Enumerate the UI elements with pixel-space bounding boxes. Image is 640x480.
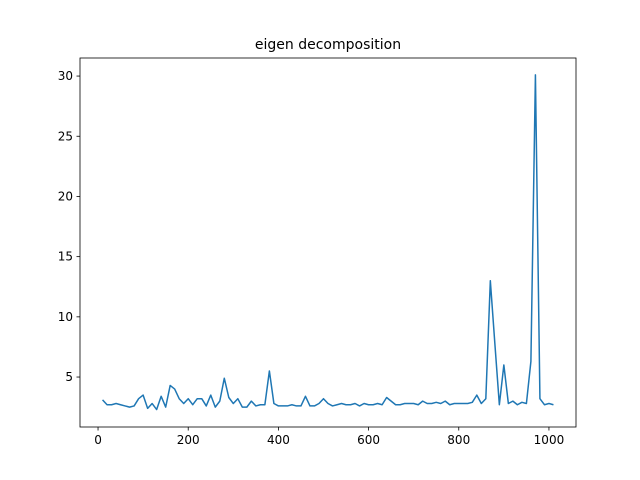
x-tick-label: 0 [94,433,102,447]
y-tick-label: 25 [58,129,73,143]
x-tick-label: 800 [447,433,470,447]
plot-frame [79,57,577,428]
y-tick-label: 15 [58,250,73,264]
y-tick-label: 20 [58,189,73,203]
x-tick-label: 600 [357,433,380,447]
chart-title: eigen decomposition [255,37,401,53]
x-tick-label: 200 [177,433,200,447]
y-tick-label: 10 [58,310,73,324]
x-tick-label: 1000 [534,433,565,447]
y-tick-label: 30 [58,69,73,83]
x-tick-label: 400 [267,433,290,447]
y-tick-label: 5 [65,370,73,384]
data-line [101,74,554,411]
